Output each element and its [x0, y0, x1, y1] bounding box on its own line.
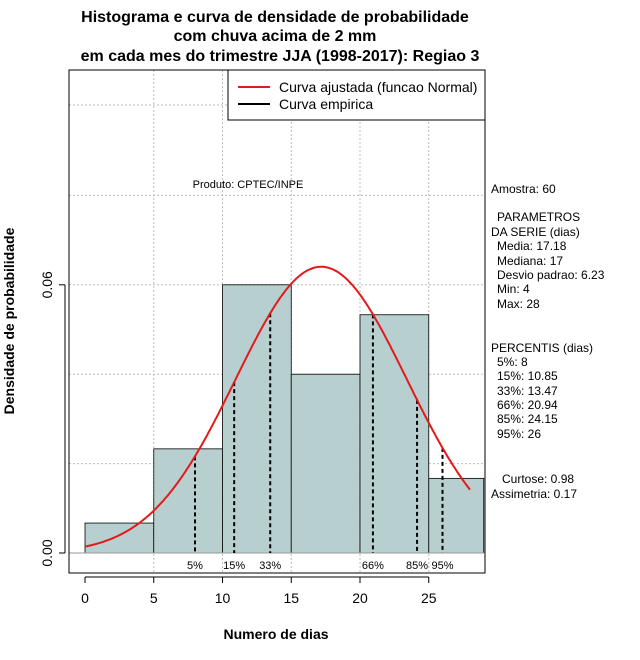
stat-p5: 5%: 8: [497, 355, 528, 369]
stat-amostra: Amostra: 60: [491, 182, 556, 196]
fitted-normal-curve: [84, 265, 471, 548]
stat-media: Media: 17.18: [497, 239, 567, 253]
x-axis-label: Numero de dias: [223, 626, 328, 642]
histogram-bar: [222, 284, 292, 554]
stat-min: Min: 4: [497, 282, 530, 296]
stat-perc-title: PERCENTIS (dias): [491, 341, 593, 355]
stat-p66: 66%: 20.94: [497, 398, 558, 412]
x-tick-label: 15: [283, 590, 299, 606]
stat-p33: 33%: 13.47: [497, 384, 558, 398]
histogram-bar: [84, 522, 155, 554]
legend-fitted-label: Curva ajustada (funcao Normal): [279, 79, 477, 95]
legend: Curva ajustada (funcao Normal) Curva emp…: [227, 69, 486, 121]
stat-desvio: Desvio padrao: 6.23: [497, 268, 605, 282]
chart-title-line-3: em cada mes do trimestre JJA (1998-2017)…: [81, 48, 480, 65]
percentile-label: 85%: [406, 560, 428, 572]
x-tick-label: 20: [352, 590, 368, 606]
legend-box: [227, 69, 486, 121]
y-axis-label: Densidade de probabilidade: [1, 227, 17, 414]
x-tick-label: 25: [421, 590, 437, 606]
stat-param-title-1: PARAMETROS: [497, 210, 580, 224]
stat-p15: 15%: 10.85: [497, 369, 558, 383]
stat-assimetria: Assimetria: 0.17: [491, 487, 577, 501]
stats-panel: Amostra: 60 PARAMETROS DA SERIE (dias) M…: [491, 182, 605, 501]
percentile-label: 66%: [362, 560, 384, 572]
chart-title-line-1: Histograma e curva de densidade de proba…: [81, 9, 469, 26]
x-tick-label: 5: [150, 590, 158, 606]
stat-p95: 95%: 26: [497, 427, 541, 441]
histogram-bar: [290, 373, 361, 554]
percentile-label: 5%: [187, 560, 203, 572]
histogram-bar: [428, 477, 485, 554]
stat-p85: 85%: 24.15: [497, 412, 558, 426]
stat-max: Max: 28: [497, 297, 540, 311]
percentile-label: 15%: [223, 560, 245, 572]
percentile-layer: 5% 15% 33% 66% 85% 95%: [187, 313, 454, 572]
percentile-label: 33%: [259, 560, 281, 572]
product-annotation: Produto: CPTEC/INPE: [193, 179, 304, 191]
x-tick-label: 0: [81, 590, 89, 606]
bars-layer: [69, 284, 485, 554]
axes-layer: 0 5 10 15 20 25 0.00 0.06: [39, 271, 437, 606]
y-tick-label: 0.06: [39, 271, 55, 298]
curve-layer: [84, 265, 471, 548]
percentile-label: 95%: [431, 560, 453, 572]
chart-title-line-2: com chuva acima de 2 mm: [174, 28, 377, 45]
legend-empirical-label: Curva empirica: [279, 96, 373, 112]
y-tick-label: 0.00: [39, 539, 55, 566]
stat-param-title-2: DA SERIE (dias): [491, 225, 580, 239]
stat-mediana: Mediana: 17: [497, 254, 563, 268]
x-tick-label: 10: [215, 590, 231, 606]
stat-curtose: Curtose: 0.98: [502, 472, 574, 486]
histogram-bar: [359, 314, 430, 554]
